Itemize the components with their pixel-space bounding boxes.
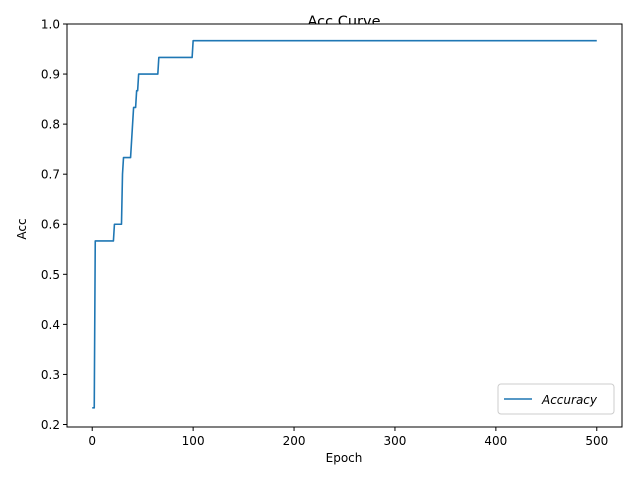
x-tick-label: 200 [283, 434, 306, 448]
legend-label-accuracy: Accuracy [541, 393, 598, 407]
y-tick-label: 0.2 [41, 418, 60, 432]
x-tick-label: 500 [585, 434, 608, 448]
x-tick-label: 0 [88, 434, 96, 448]
y-tick-label: 1.0 [41, 18, 60, 32]
x-tick-label: 400 [484, 434, 507, 448]
plot-frame [66, 23, 623, 428]
y-tick-label: 0.7 [41, 168, 60, 182]
series-layer [92, 39, 597, 409]
x-axis-label: Epoch [326, 451, 363, 465]
y-tick-label: 0.4 [41, 318, 60, 332]
y-tick-label: 0.3 [41, 368, 60, 382]
series-line-accuracy [92, 39, 597, 409]
x-tick-label: 300 [384, 434, 407, 448]
y-axis-label: Acc [15, 218, 29, 239]
ticks-layer: 0 100 200 300 400 500 0.2 0.3 0.4 0.5 0.6 0.7 0.8 0.9… [41, 18, 608, 449]
y-tick-label: 0.8 [41, 118, 60, 132]
legend-box [497, 383, 615, 415]
y-tick-label: 0.6 [41, 218, 60, 232]
y-tick-label: 0.5 [41, 268, 60, 282]
legend: Accuracy [497, 383, 615, 415]
x-tick-label: 100 [182, 434, 205, 448]
y-tick-label: 0.9 [41, 68, 60, 82]
plot-area [67, 24, 622, 427]
